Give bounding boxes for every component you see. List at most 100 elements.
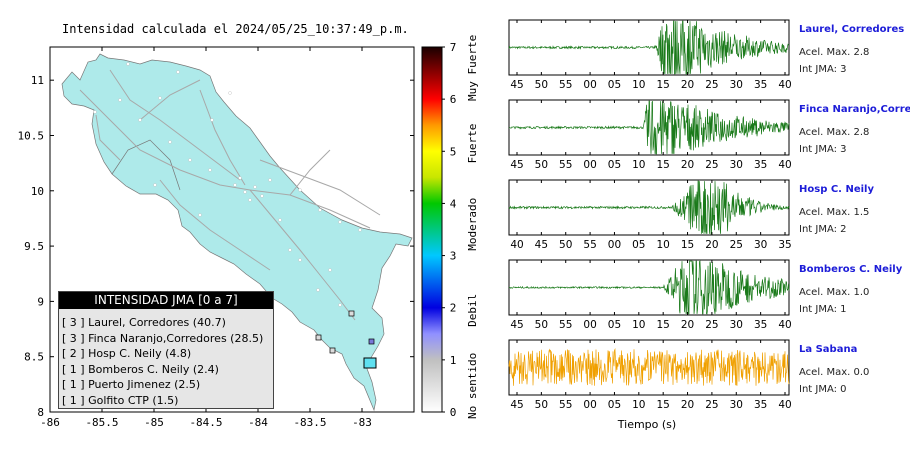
station-name[interactable]: Finca Naranjo,Corredores <box>799 104 910 115</box>
station-name[interactable]: La Sabana <box>799 344 858 355</box>
trace-tick-label: 45 <box>510 159 523 171</box>
trace-tick-label: 25 <box>705 319 718 331</box>
map-y-tick-label: 10.5 <box>18 129 45 142</box>
trace-tick-label: 15 <box>656 159 669 171</box>
station-marker-laurel[interactable] <box>363 357 377 369</box>
trace-tick-label: 55 <box>559 159 572 171</box>
station-marker-neily[interactable] <box>368 338 375 345</box>
town-dot <box>198 213 202 217</box>
trace-tick-label: 50 <box>535 319 548 331</box>
map-y-tick-label: 9 <box>37 295 44 308</box>
trace-tick-label: 10 <box>632 319 645 331</box>
station-marker-other[interactable] <box>315 334 322 341</box>
trace-tick-label: 40 <box>510 239 523 251</box>
trace-tick-label: 30 <box>730 79 743 91</box>
trace-tick-label: 55 <box>559 399 572 411</box>
trace-tick-label: 25 <box>730 239 743 251</box>
legend-entry: [ 1 ] Golfito CTP (1.5) <box>62 393 179 407</box>
gulf-coastline <box>111 139 181 191</box>
legend-entry: [ 1 ] Bomberos C. Neily (2.4) <box>62 362 219 376</box>
map-y-tick-label: 8.5 <box>24 351 44 364</box>
trace-tick-label: 10 <box>632 159 645 171</box>
seismogram-trace <box>508 348 790 386</box>
station-max-accel: Acel. Max. 1.0 <box>799 287 870 298</box>
legend-entry: [ 3 ] Laurel, Corredores (40.7) <box>62 316 226 329</box>
town-dot <box>228 91 232 95</box>
town-dot <box>158 96 162 100</box>
colorbar-tick-label: 7 <box>450 41 457 54</box>
trace-tick-label: 30 <box>730 399 743 411</box>
trace-tick-label: 50 <box>559 239 572 251</box>
trace-tick-label: 50 <box>535 79 548 91</box>
station-name[interactable]: Hosp C. Neily <box>799 184 874 195</box>
station-jma-intensity: Int JMA: 0 <box>799 384 847 395</box>
station-marker-golfito[interactable] <box>348 310 355 317</box>
town-dot <box>118 98 122 102</box>
station-jma-intensity: Int JMA: 2 <box>799 224 847 235</box>
colorbar-tick-label: 4 <box>450 197 457 210</box>
town-dot <box>253 185 257 189</box>
trace-tick-label: 00 <box>583 319 596 331</box>
colorbar-category-label: Fuerte <box>466 124 479 164</box>
map-y-tick-label: 8 <box>37 406 44 419</box>
town-dot <box>338 303 342 307</box>
legend-list: [ 3 ] Laurel, Corredores (40.7) [ 3 ] Fin… <box>59 315 273 408</box>
colorbar-category-label: Moderado <box>466 198 479 251</box>
trace-tick-label: 10 <box>656 239 669 251</box>
trace-tick-label: 05 <box>608 159 621 171</box>
road-network <box>79 69 381 321</box>
trace-tick-label: 15 <box>681 239 694 251</box>
trace-tick-label: 40 <box>778 159 791 171</box>
station-max-accel: Acel. Max. 0.0 <box>799 367 870 378</box>
trace-tick-label: 05 <box>632 239 645 251</box>
map-y-tick-label: 11 <box>31 74 44 87</box>
trace-tick-label: 15 <box>656 79 669 91</box>
map-x-tick-label: -85 <box>144 416 164 429</box>
trace-tick-label: 55 <box>583 239 596 251</box>
town-dot <box>358 228 362 232</box>
station-name[interactable]: Laurel, Corredores <box>799 24 905 35</box>
trace-tick-label: 35 <box>754 399 767 411</box>
colorbar-tick-label: 6 <box>450 93 457 106</box>
map-y-axis: 11 10.5 10 9.5 9 8.5 8 <box>18 74 414 419</box>
colorbar-category-label: Muy Fuerte <box>466 35 479 101</box>
town-dot <box>168 140 172 144</box>
trace-tick-label: 00 <box>608 239 621 251</box>
traces-xlabel: Tiempo (s) <box>617 418 676 431</box>
trace-tick-label: 15 <box>656 399 669 411</box>
station-marker-puerto-jimenez[interactable] <box>329 347 336 354</box>
town-dot <box>338 220 342 224</box>
map-x-tick-label: -84.5 <box>189 416 222 429</box>
trace-tick-label: 55 <box>559 79 572 91</box>
town-dot <box>238 176 242 180</box>
trace-tick-label: 35 <box>754 79 767 91</box>
town-dot <box>210 118 214 122</box>
map-title: Intensidad calculada el 2024/05/25_10:37… <box>62 22 409 36</box>
seismogram-trace <box>508 20 790 75</box>
seismogram-trace <box>508 260 790 315</box>
colorbar-tick-label: 5 <box>450 145 457 158</box>
trace-tick-label: 20 <box>681 159 694 171</box>
trace-tick-label: 10 <box>632 79 645 91</box>
trace-tick-label: 40 <box>778 79 791 91</box>
trace-tick-label: 35 <box>754 319 767 331</box>
town-dot <box>298 188 302 192</box>
trace-tick-label: 20 <box>681 399 694 411</box>
town-dot <box>260 194 264 198</box>
map-y-tick-label: 9.5 <box>24 240 44 253</box>
trace-tick-label: 45 <box>510 319 523 331</box>
trace-tick-label: 30 <box>754 239 767 251</box>
trace-tick-label: 05 <box>608 319 621 331</box>
colorbar-tick-label: 2 <box>450 302 457 315</box>
station-jma-intensity: Int JMA: 3 <box>799 64 847 75</box>
map-x-tick-label: -83 <box>352 416 372 429</box>
costa-rica-landmass <box>61 53 413 412</box>
station-jma-intensity: Int JMA: 3 <box>799 144 847 155</box>
station-name[interactable]: Bomberos C. Neily <box>799 264 903 275</box>
colorbar-tick-label: 1 <box>450 354 457 367</box>
map-x-axis: -86 -85.5 -85 -84.5 -84 -83.5 -83 <box>40 47 372 429</box>
map-x-tick-label: -86 <box>40 416 60 429</box>
trace-tick-label: 45 <box>510 399 523 411</box>
trace-tick-label: 30 <box>730 319 743 331</box>
